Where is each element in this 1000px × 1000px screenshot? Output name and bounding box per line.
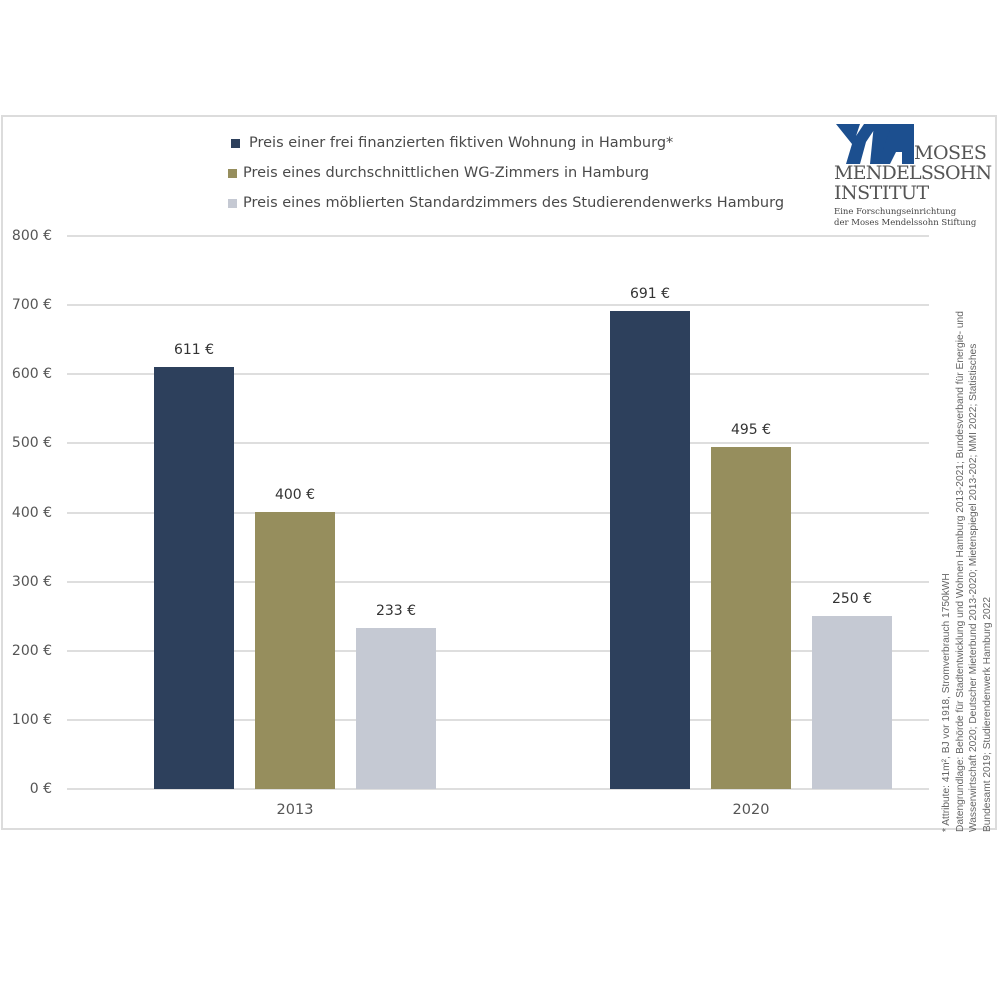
legend-item-wohnung: Preis einer frei finanzierten fiktiven W…: [228, 128, 784, 158]
y-tick-label: 500 €: [11, 435, 52, 451]
bar-value-label: 400 €: [274, 487, 316, 503]
bar-2013-wohnung: [154, 367, 234, 789]
footnote-line: Wasserwirtschaft 2020; Deutscher Mieterb…: [968, 343, 979, 832]
bar-value-label: 233 €: [375, 603, 417, 619]
legend-item-wg-zimmer: Preis eines durchschnittlichen WG-Zimmer…: [228, 158, 784, 188]
y-tick-label: 700 €: [11, 297, 52, 313]
bar-2013-studierendenwerk: [356, 628, 436, 789]
legend-swatch-olive: [228, 168, 237, 178]
y-tick-label: 0 €: [29, 781, 52, 797]
gridline-500: [67, 442, 929, 444]
bar-2020-wg-zimmer: [711, 447, 791, 789]
gridline-400: [67, 512, 929, 514]
legend-item-studierendenwerk: Preis eines möblierten Standardzimmers d…: [228, 188, 784, 218]
moses-mendelssohn-institut-logo: MOSES MENDELSSOHN INSTITUT Eine Forschun…: [834, 122, 994, 234]
bar-2013-wg-zimmer: [255, 512, 335, 789]
x-tick-label-2020: 2020: [732, 802, 770, 818]
y-tick-label: 600 €: [11, 366, 52, 382]
y-tick-label: 200 €: [11, 643, 52, 659]
gridline-300: [67, 581, 929, 583]
legend-label: Preis eines möblierten Standardzimmers d…: [243, 195, 785, 211]
x-axis-baseline: [67, 788, 929, 790]
legend-swatch-gray: [228, 198, 237, 208]
bar-value-label: 611 €: [173, 342, 215, 358]
footnote-line: * Attribute: 41m², BJ vor 1918, Stromver…: [941, 573, 952, 832]
gridline-200: [67, 650, 929, 652]
legend-label: Preis einer frei finanzierten fiktiven W…: [249, 135, 674, 151]
gridline-700: [67, 304, 929, 306]
gridline-600: [67, 373, 929, 375]
bar-2020-wohnung: [610, 311, 690, 789]
legend-label: Preis eines durchschnittlichen WG-Zimmer…: [243, 165, 650, 181]
x-tick-label-2013: 2013: [276, 802, 314, 818]
gridline-800: [67, 235, 929, 237]
bar-value-label: 691 €: [629, 286, 671, 302]
footnote-line: Datengrundlage: Behörde für Stadtentwick…: [954, 311, 966, 832]
mmi-logo-mark-icon: [836, 124, 914, 164]
chart-legend: Preis einer frei finanzierten fiktiven W…: [228, 128, 784, 218]
y-tick-label: 400 €: [11, 505, 52, 521]
gridline-100: [67, 719, 929, 721]
y-tick-label: 100 €: [11, 712, 52, 728]
y-tick-label: 300 €: [11, 574, 52, 590]
y-tick-label: 800 €: [11, 228, 52, 244]
chart-frame: [1, 115, 997, 830]
bar-value-label: 250 €: [831, 591, 873, 607]
source-footnote: * Attribute: 41m², BJ vor 1918, Stromver…: [940, 272, 994, 832]
legend-swatch-navy: [231, 138, 240, 148]
bar-2020-studierendenwerk: [812, 616, 892, 789]
footnote-line: Bundesamt 2019; Studierendenwerk Hamburg…: [981, 596, 993, 832]
bar-value-label: 495 €: [730, 422, 772, 438]
